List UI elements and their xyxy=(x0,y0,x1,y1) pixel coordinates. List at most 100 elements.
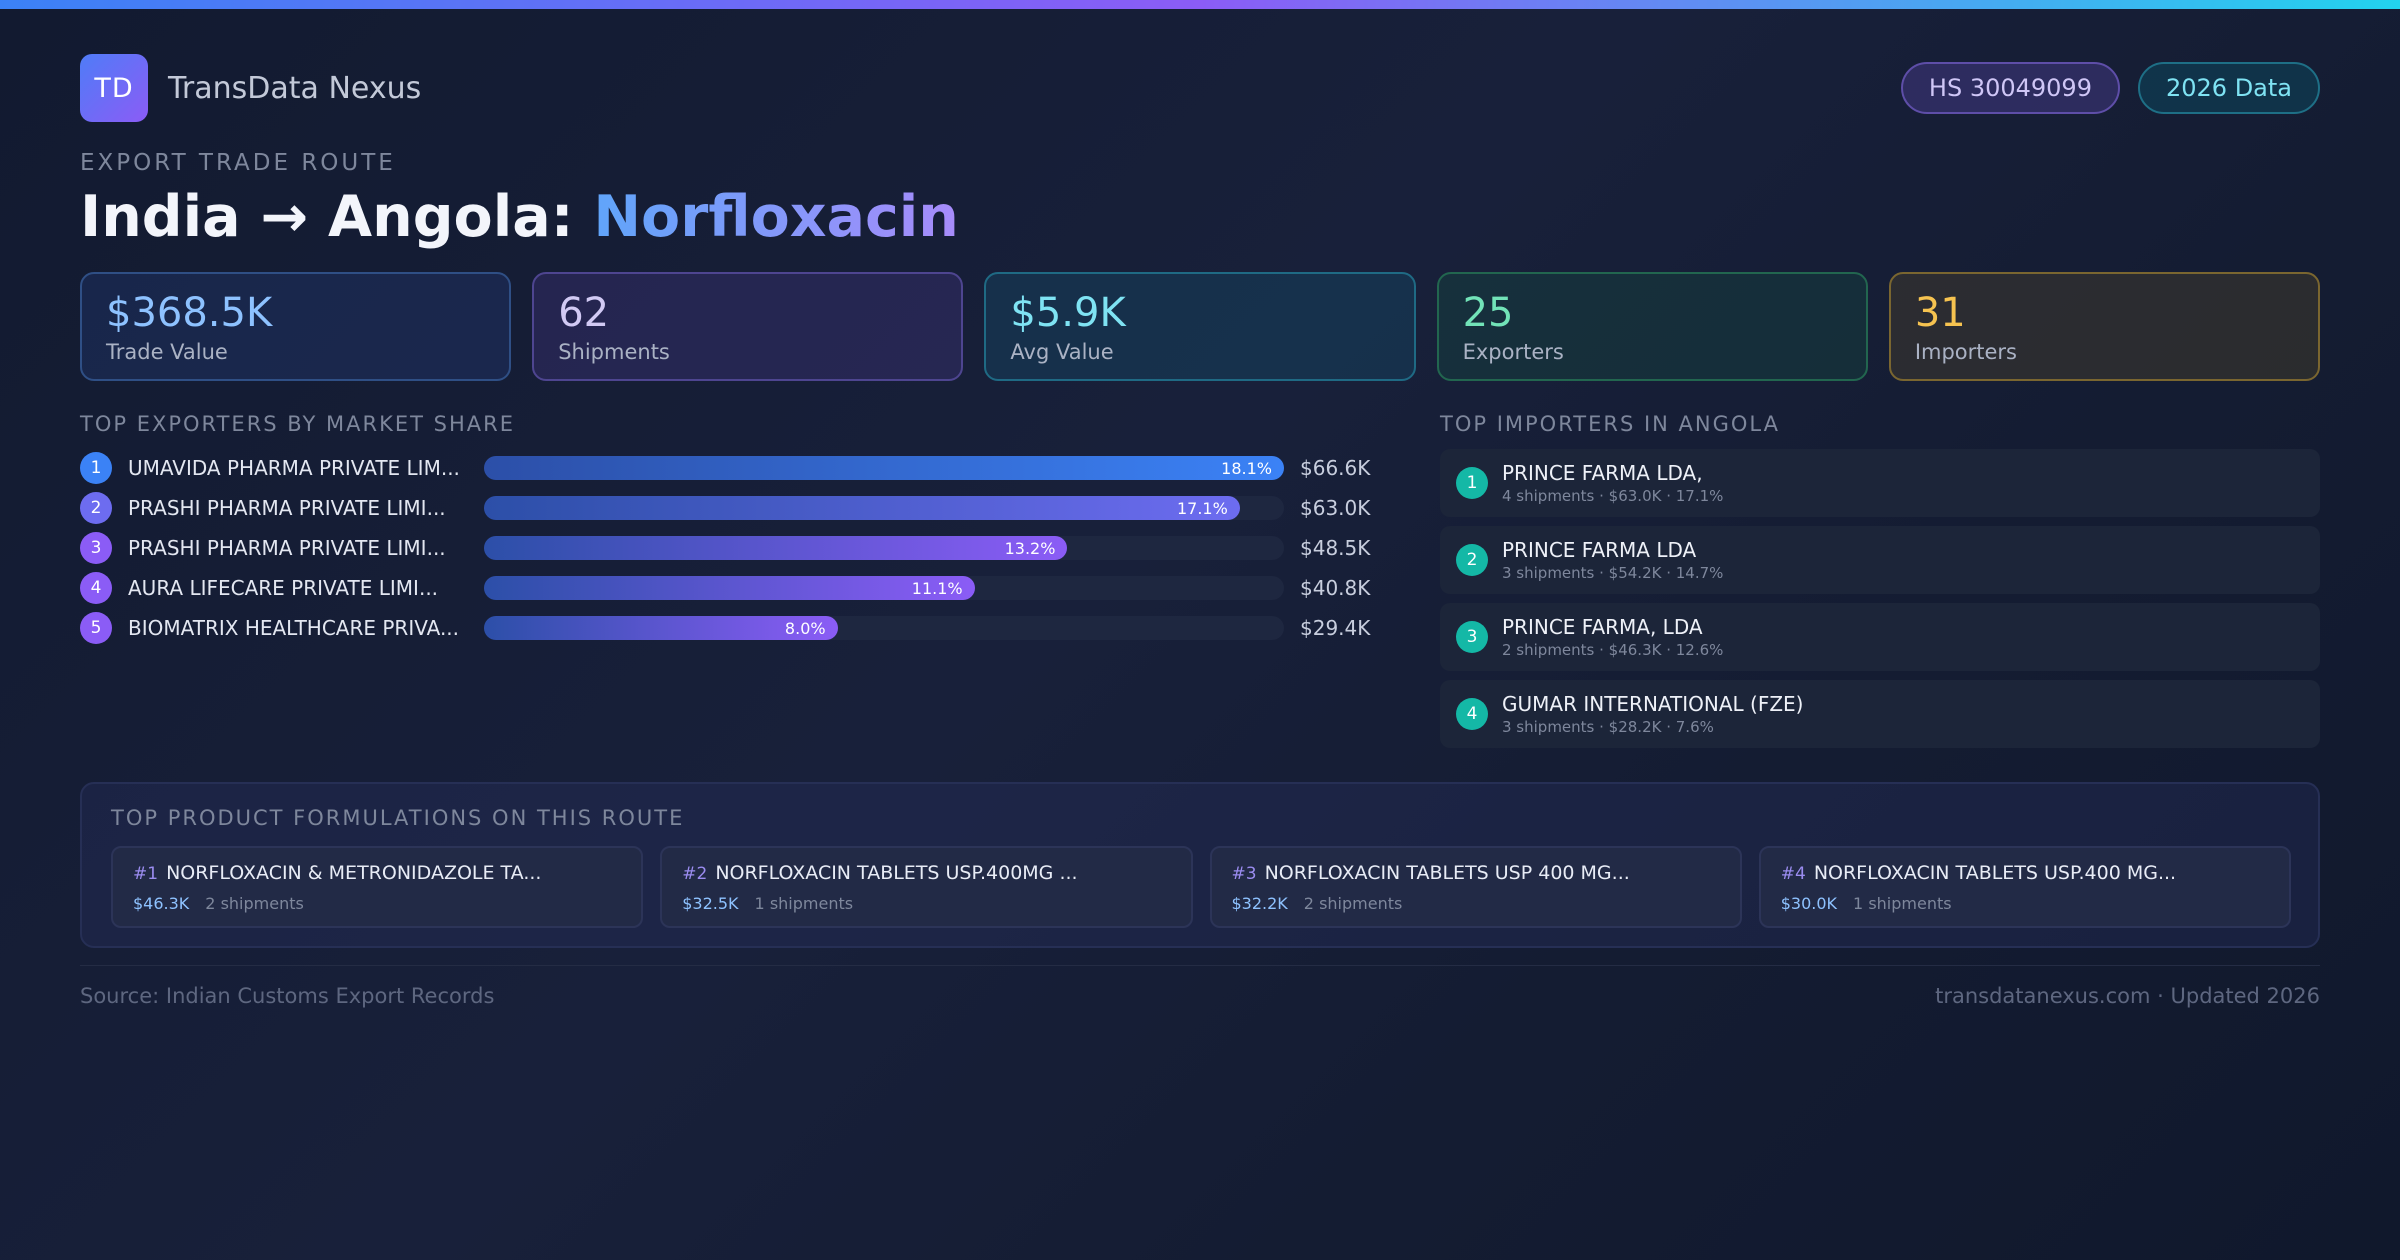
importer-detail: 3 shipments · $54.2K · 14.7% xyxy=(1502,564,1724,582)
exporter-value: $29.4K xyxy=(1300,616,1371,640)
top-accent-bar xyxy=(0,0,2400,9)
formulation-card[interactable]: #3 NORFLOXACIN TABLETS USP 400 MG... $32.… xyxy=(1209,846,1742,928)
stat-label: Avg Value xyxy=(1010,340,1114,364)
formulations-heading: TOP PRODUCT FORMULATIONS ON THIS ROUTE xyxy=(111,806,685,830)
rank-badge: 4 xyxy=(80,572,112,604)
exporter-name: UMAVIDA PHARMA PRIVATE LIM... xyxy=(128,456,460,480)
exporter-row[interactable]: 2 PRASHI PHARMA PRIVATE LIMI... 17.1% $6… xyxy=(80,488,1370,528)
route-title: India → Angola: xyxy=(80,184,594,250)
stat-value: 25 xyxy=(1462,290,1514,336)
importer-card[interactable]: 4 GUMAR INTERNATIONAL (FZE) 3 shipments … xyxy=(1440,680,2320,748)
exporters-heading: TOP EXPORTERS BY MARKET SHARE xyxy=(80,412,516,436)
rank-badge: 3 xyxy=(1456,621,1488,653)
rank-badge: 3 xyxy=(80,532,112,564)
logo: TD xyxy=(80,54,148,122)
exporter-value: $66.6K xyxy=(1300,456,1371,480)
share-bar-track: 18.1% xyxy=(484,456,1284,480)
stat-value: 31 xyxy=(1914,290,1966,336)
formulation-rank: #2 xyxy=(682,864,708,884)
share-bar-track: 17.1% xyxy=(484,496,1284,520)
stat-label: Exporters xyxy=(1462,340,1564,364)
footer-site[interactable]: transdatanexus.com · Updated 2026 xyxy=(1935,984,2320,1008)
stat-value: $368.5K xyxy=(106,290,273,336)
stat-value: 62 xyxy=(558,290,610,336)
exporter-name: BIOMATRIX HEALTHCARE PRIVA... xyxy=(128,616,460,640)
exporter-name: PRASHI PHARMA PRIVATE LIMI... xyxy=(128,496,446,520)
share-bar-track: 13.2% xyxy=(484,536,1284,560)
exporter-name: PRASHI PHARMA PRIVATE LIMI... xyxy=(128,536,446,560)
formulation-value: $32.5K xyxy=(682,894,739,913)
exporter-row[interactable]: 5 BIOMATRIX HEALTHCARE PRIVA... 8.0% $29… xyxy=(80,608,1370,648)
importer-detail: 2 shipments · $46.3K · 12.6% xyxy=(1502,641,1724,659)
footer-source: Source: Indian Customs Export Records xyxy=(80,984,495,1008)
page-title: India → Angola: Norfloxacin xyxy=(80,184,959,250)
formulation-value: $32.2K xyxy=(1231,894,1288,913)
stat-avg-value: $5.9K Avg Value xyxy=(984,272,1416,381)
formulation-rank: #1 xyxy=(133,864,159,884)
share-bar-fill: 11.1% xyxy=(484,576,975,600)
importer-card[interactable]: 3 PRINCE FARMA, LDA 2 shipments · $46.3K… xyxy=(1440,603,2320,671)
stat-label: Importers xyxy=(1914,340,2018,364)
formulation-shipments: 1 shipments xyxy=(1853,894,1952,913)
share-bar-fill: 13.2% xyxy=(484,536,1068,560)
stat-exporters: 25 Exporters xyxy=(1436,272,1868,381)
exporter-row[interactable]: 1 UMAVIDA PHARMA PRIVATE LIM... 18.1% $6… xyxy=(80,448,1370,488)
formulation-name: NORFLOXACIN TABLETS USP.400 MG... xyxy=(1813,862,2177,884)
share-bar-track: 8.0% xyxy=(484,616,1284,640)
brand-name: TransData Nexus xyxy=(168,70,422,106)
route-eyebrow: EXPORT TRADE ROUTE xyxy=(80,150,396,176)
stat-importers: 31 Importers xyxy=(1888,272,2321,381)
formulation-rank: #4 xyxy=(1780,864,1806,884)
stat-shipments: 62 Shipments xyxy=(532,272,964,381)
brand[interactable]: TD TransData Nexus xyxy=(80,54,421,122)
formulation-shipments: 2 shipments xyxy=(1303,894,1403,913)
share-bar-track: 11.1% xyxy=(484,576,1284,600)
formulation-shipments: 2 shipments xyxy=(205,894,304,913)
share-bar-fill: 18.1% xyxy=(484,456,1284,480)
rank-badge: 5 xyxy=(80,612,112,644)
header-badges: HS 30049099 2026 Data xyxy=(1900,62,2320,114)
stats-row: $368.5K Trade Value 62 Shipments $5.9K A… xyxy=(80,272,2321,381)
stat-label: Shipments xyxy=(558,340,670,364)
exporter-row[interactable]: 3 PRASHI PHARMA PRIVATE LIMI... 13.2% $4… xyxy=(80,528,1370,568)
importer-detail: 3 shipments · $28.2K · 7.6% xyxy=(1502,718,1714,736)
importer-name: PRINCE FARMA, LDA xyxy=(1502,615,1703,639)
stat-value: $5.9K xyxy=(1010,290,1126,336)
rank-badge: 1 xyxy=(1456,467,1488,499)
share-bar-fill: 8.0% xyxy=(484,616,838,640)
formulation-card[interactable]: #1 NORFLOXACIN & METRONIDAZOLE TA... $46.… xyxy=(111,846,644,928)
formulation-cards: #1 NORFLOXACIN & METRONIDAZOLE TA... $46.… xyxy=(111,846,2291,928)
importers-list: 1 PRINCE FARMA LDA, 4 shipments · $63.0K… xyxy=(1440,449,2320,757)
page: TD TransData Nexus HS 30049099 2026 Data… xyxy=(80,0,2321,1260)
data-year-badge: 2026 Data xyxy=(2137,62,2320,114)
product-name: Norfloxacin xyxy=(593,184,959,250)
rank-badge: 2 xyxy=(1456,544,1488,576)
importer-name: PRINCE FARMA LDA, xyxy=(1502,461,1703,485)
importer-detail: 4 shipments · $63.0K · 17.1% xyxy=(1502,487,1724,505)
formulation-rank: #3 xyxy=(1231,864,1257,884)
importers-heading: TOP IMPORTERS IN ANGOLA xyxy=(1440,412,1780,436)
exporter-name: AURA LIFECARE PRIVATE LIMI... xyxy=(128,576,439,600)
rank-badge: 1 xyxy=(80,452,112,484)
footer-divider xyxy=(80,965,2320,966)
stat-trade-value: $368.5K Trade Value xyxy=(80,272,512,381)
formulation-shipments: 1 shipments xyxy=(754,894,854,913)
formulations-panel: TOP PRODUCT FORMULATIONS ON THIS ROUTE #… xyxy=(80,782,2320,948)
formulation-value: $30.0K xyxy=(1780,894,1838,913)
importer-name: PRINCE FARMA LDA xyxy=(1502,538,1697,562)
importer-name: GUMAR INTERNATIONAL (FZE) xyxy=(1502,692,1804,716)
importer-card[interactable]: 1 PRINCE FARMA LDA, 4 shipments · $63.0K… xyxy=(1440,449,2320,517)
exporter-value: $63.0K xyxy=(1300,496,1371,520)
exporter-row[interactable]: 4 AURA LIFECARE PRIVATE LIMI... 11.1% $4… xyxy=(80,568,1370,608)
formulation-name: NORFLOXACIN & METRONIDAZOLE TA... xyxy=(166,862,542,884)
exporter-value: $40.8K xyxy=(1300,576,1371,600)
exporter-value: $48.5K xyxy=(1300,536,1371,560)
formulation-name: NORFLOXACIN TABLETS USP.400MG ... xyxy=(715,862,1078,884)
formulation-card[interactable]: #4 NORFLOXACIN TABLETS USP.400 MG... $30.… xyxy=(1758,846,2291,928)
importer-card[interactable]: 2 PRINCE FARMA LDA 3 shipments · $54.2K … xyxy=(1440,526,2320,594)
exporters-list: 1 UMAVIDA PHARMA PRIVATE LIM... 18.1% $6… xyxy=(80,448,1370,648)
stat-label: Trade Value xyxy=(106,340,228,364)
formulation-value: $46.3K xyxy=(133,894,190,913)
formulation-card[interactable]: #2 NORFLOXACIN TABLETS USP.400MG ... $32.… xyxy=(660,846,1193,928)
rank-badge: 4 xyxy=(1456,698,1488,730)
